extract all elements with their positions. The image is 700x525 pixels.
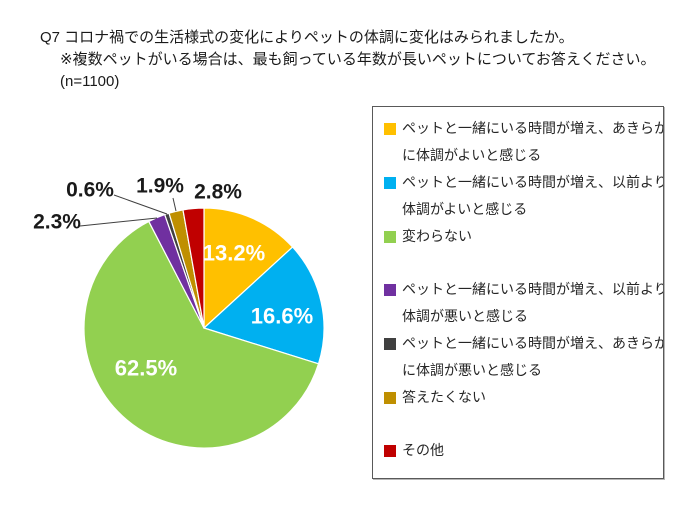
question-text: Q7 コロナ禍での生活様式の変化によりペットの体調に変化はみられましたか。 bbox=[40, 29, 574, 46]
legend-swatch-icon bbox=[384, 445, 396, 457]
sample-size: (n=1100) bbox=[60, 73, 120, 90]
legend-label: 答えたくない bbox=[402, 389, 486, 405]
legend-label: 体調が悪いと感じる bbox=[402, 308, 528, 324]
legend-label: に体調が悪いと感じる bbox=[402, 362, 542, 378]
legend-item-5: 答えたくない bbox=[379, 384, 658, 411]
legend-item-3: ペットと一緒にいる時間が増え、以前より 体調が悪いと感じる bbox=[379, 276, 664, 330]
pie-label-4: 0.6% bbox=[66, 179, 114, 202]
pie-chart: 13.2% 16.6% 62.5% 2.3% 0.6% 1.9% 2.8% bbox=[33, 175, 325, 449]
leader-line-4 bbox=[113, 194, 168, 215]
legend-label: に体調がよいと感じる bbox=[402, 147, 542, 163]
legend-swatch-icon bbox=[384, 338, 396, 350]
question-note: ※複数ペットがいる場合は、最も飼っている年数が長いペットについてお答えください。 bbox=[60, 51, 656, 68]
legend-swatch-icon bbox=[384, 123, 396, 135]
legend-label: 体調がよいと感じる bbox=[402, 201, 528, 217]
leader-line-3 bbox=[79, 217, 158, 227]
pie-label-2: 62.5% bbox=[115, 356, 177, 381]
legend-label: ペットと一緒にいる時間が増え、あきらか bbox=[402, 120, 664, 136]
legend-item-1: ペットと一緒にいる時間が増え、以前より 体調がよいと感じる bbox=[379, 169, 664, 223]
legend-swatch-icon bbox=[384, 231, 396, 243]
pie-label-5: 1.9% bbox=[136, 175, 184, 198]
legend-swatch-icon bbox=[384, 392, 396, 404]
pie-label-3: 2.3% bbox=[33, 211, 81, 234]
legend-item-2: 変わらない bbox=[379, 223, 658, 250]
pie-slice-6 bbox=[182, 207, 205, 329]
legend-item-4: ペットと一緒にいる時間が増え、あきらか に体調が悪いと感じる bbox=[379, 330, 664, 384]
legend-swatch-icon bbox=[384, 177, 396, 189]
legend-label: その他 bbox=[402, 442, 444, 458]
leader-line-5 bbox=[172, 197, 177, 212]
legend-label: 変わらない bbox=[402, 228, 472, 244]
pie-slice-0 bbox=[203, 207, 294, 329]
question-title-block: Q7 コロナ禍での生活様式の変化によりペットの体調に変化はみられましたか。 ※複… bbox=[40, 27, 655, 93]
pie-label-0: 13.2% bbox=[203, 241, 265, 266]
legend-swatch-icon bbox=[384, 284, 396, 296]
pie-label-1: 16.6% bbox=[251, 304, 313, 329]
legend-box: ペットと一緒にいる時間が増え、あきらか に体調がよいと感じる ペットと一緒にいる時間… bbox=[372, 106, 664, 479]
legend-label: ペットと一緒にいる時間が増え、以前より bbox=[402, 174, 664, 190]
legend-label: ペットと一緒にいる時間が増え、あきらか bbox=[402, 335, 664, 351]
legend-item-0: ペットと一緒にいる時間が増え、あきらか に体調がよいと感じる bbox=[379, 115, 664, 169]
legend-label: ペットと一緒にいる時間が増え、以前より bbox=[402, 281, 664, 297]
pie-slice-1 bbox=[203, 246, 325, 365]
legend-item-6: その他 bbox=[379, 437, 658, 464]
pie-label-6: 2.8% bbox=[194, 181, 242, 204]
pie-slice-2 bbox=[83, 220, 320, 449]
